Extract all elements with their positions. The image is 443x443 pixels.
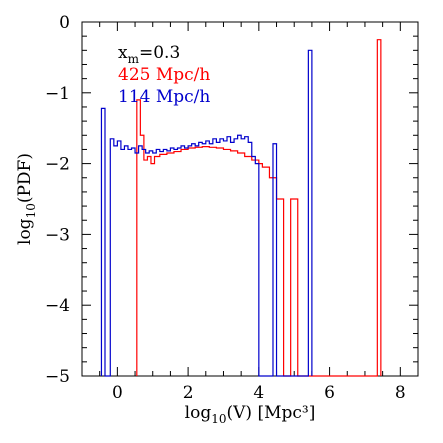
series-line [136,39,382,377]
x-axis-label: log10(V) [Mpc³] [185,403,316,426]
x-tick-label: 8 [395,383,406,403]
y-axis-label: log10(PDF) [15,153,38,245]
y-tick-label: −5 [45,367,70,387]
x-tick-label: 0 [112,383,123,403]
x-tick-label: 6 [324,383,335,403]
series-1 [100,49,313,377]
plot-area [81,21,419,377]
legend-item-425: 425 Mpc/h [118,65,210,85]
series-layer [100,39,382,377]
y-tick-label: 0 [59,13,70,33]
series-line [100,49,313,377]
y-tick-label: −3 [45,225,70,245]
y-tick-label: −2 [45,155,70,175]
legend-line1: xm=0.3 [118,43,180,66]
y-tick-label: −4 [45,296,70,316]
legend-item-114: 114 Mpc/h [118,87,210,107]
ticks: 0 2 4 6 8 −5 −4 −3 −2 −1 0 [45,13,419,403]
series-0 [136,39,382,377]
legend: xm=0.3 425 Mpc/h 114 Mpc/h [118,43,210,107]
x-tick-label: 4 [253,383,264,403]
x-tick-label: 2 [183,383,194,403]
y-tick-label: −1 [45,84,70,104]
